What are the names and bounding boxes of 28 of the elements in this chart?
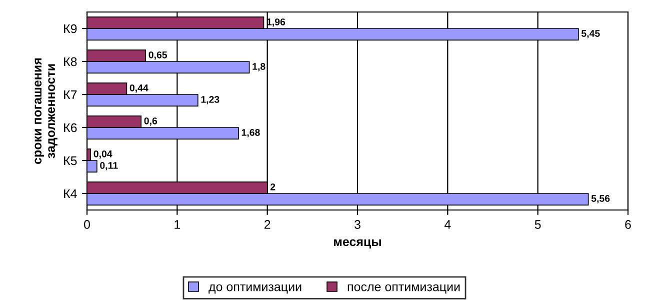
y-tick-label: К4 — [64, 189, 77, 198]
y-axis-title: сроки погашения задолженности — [34, 58, 58, 164]
y-tick-label: К8 — [64, 57, 77, 66]
x-tick-label: 0 — [84, 220, 90, 229]
y-tick-label: К9 — [64, 24, 77, 34]
data-label: 0,04 — [94, 150, 112, 159]
x-tick-label: 2 — [264, 220, 270, 229]
data-label: 1,23 — [201, 96, 220, 104]
data-label: 5,45 — [581, 30, 600, 38]
legend-label: после оптимизации — [348, 284, 460, 294]
data-label: 0,65 — [148, 51, 168, 60]
data-label: 2 — [270, 183, 276, 190]
y-tick-label: К5 — [64, 156, 77, 166]
y-tick-label: К6 — [64, 123, 77, 132]
data-label: 0,6 — [144, 117, 158, 126]
legend-label: до оптимизации — [208, 284, 302, 294]
x-tick-label: 4 — [444, 220, 451, 229]
y-tick-label: К7 — [64, 90, 77, 100]
x-tick-label: 3 — [354, 220, 360, 229]
x-tick-label: 1 — [174, 220, 180, 229]
data-label: 1,68 — [242, 129, 260, 138]
data-label: 0,44 — [130, 84, 148, 93]
x-axis-title: месяцы — [334, 239, 381, 248]
x-tick-label: 5 — [534, 220, 541, 229]
data-label: 5,56 — [591, 195, 610, 204]
x-tick-label: 6 — [625, 220, 631, 229]
data-label: 0,11 — [100, 162, 118, 170]
data-label: 1,8 — [252, 63, 266, 72]
